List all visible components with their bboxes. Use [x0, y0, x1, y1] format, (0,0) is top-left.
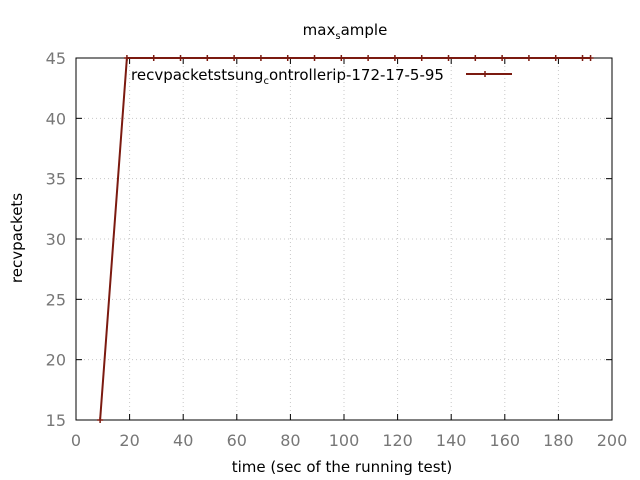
data-point — [472, 55, 479, 61]
chart-title: maxsample — [303, 21, 388, 42]
y-tick-label: 15 — [46, 411, 66, 430]
data-point — [525, 55, 532, 61]
data-point — [150, 55, 157, 61]
tick-marks — [75, 57, 613, 421]
y-axis-label: recvpackets — [8, 193, 26, 283]
legend-label: recvpacketstsungcontrollerip-172-17-5-95 — [131, 66, 444, 87]
x-tick-label: 0 — [71, 431, 81, 450]
x-tick-label: 200 — [597, 431, 628, 450]
x-tick-label: 180 — [543, 431, 574, 450]
y-tick-label: 20 — [46, 351, 66, 370]
legend: recvpacketstsungcontrollerip-172-17-5-95 — [131, 66, 512, 87]
x-tick-label: 140 — [436, 431, 467, 450]
y-tick-label: 35 — [46, 170, 66, 189]
y-tick-label: 30 — [46, 230, 66, 249]
x-tick-label: 120 — [382, 431, 413, 450]
data-point — [391, 55, 398, 61]
y-tick-label: 45 — [46, 49, 66, 68]
legend-marker — [482, 71, 488, 77]
data-point — [177, 55, 184, 61]
data-point — [445, 55, 452, 61]
grid-lines — [76, 58, 612, 420]
data-point — [499, 55, 506, 61]
data-point — [311, 55, 318, 61]
data-point — [418, 55, 425, 61]
y-tick-label: 25 — [46, 290, 66, 309]
data-point — [552, 55, 559, 61]
data-point — [284, 55, 291, 61]
data-point — [587, 55, 594, 61]
x-tick-label: 160 — [490, 431, 521, 450]
series-layer — [97, 55, 594, 423]
series-line — [99, 57, 591, 421]
data-point — [365, 55, 372, 61]
data-point — [123, 55, 130, 61]
x-tick-label: 20 — [119, 431, 139, 450]
data-point — [579, 55, 586, 61]
x-tick-label: 60 — [227, 431, 247, 450]
data-point — [204, 55, 211, 61]
data-point — [257, 55, 264, 61]
x-tick-label: 40 — [173, 431, 193, 450]
x-tick-label: 100 — [329, 431, 360, 450]
x-axis-label: time (sec of the running test) — [232, 458, 453, 476]
data-point — [338, 55, 345, 61]
x-tick-label: 80 — [280, 431, 300, 450]
data-point — [97, 417, 104, 423]
y-tick-label: 40 — [46, 109, 66, 128]
tick-labels: 0 20 40 60 80 100 120 140 160 180 200 15 20 25 30 35 40 4… — [46, 49, 628, 450]
data-point — [231, 55, 238, 61]
